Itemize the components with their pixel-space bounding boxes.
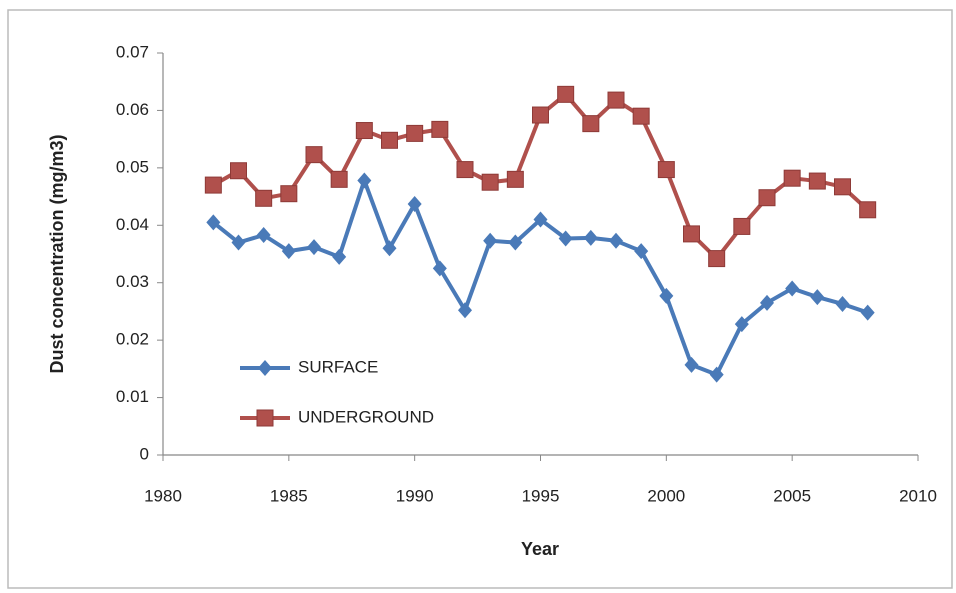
- marker: [456, 161, 474, 179]
- y-tick-label: 0.04: [116, 215, 149, 234]
- x-tick-label: 1995: [522, 486, 560, 505]
- y-tick-label: 0: [140, 444, 149, 463]
- marker: [330, 170, 348, 188]
- y-tick-label: 0.07: [116, 42, 149, 61]
- marker: [558, 230, 573, 247]
- y-axis-title: Dust concentration (mg/m3): [47, 134, 67, 373]
- x-tick-label: 1990: [396, 486, 434, 505]
- marker: [859, 201, 877, 219]
- y-tick-label: 0.01: [116, 387, 149, 406]
- y-tick-label: 0.06: [116, 100, 149, 119]
- marker: [230, 162, 247, 180]
- y-tick-label: 0.03: [116, 272, 149, 291]
- marker: [305, 146, 323, 164]
- x-axis-title: Year: [521, 539, 559, 559]
- marker: [583, 229, 598, 246]
- marker: [834, 178, 851, 196]
- marker: [835, 295, 850, 312]
- marker: [734, 316, 749, 333]
- marker: [508, 234, 523, 251]
- marker: [634, 243, 649, 260]
- marker: [860, 304, 875, 321]
- marker: [683, 225, 700, 243]
- x-tick-label: 1980: [144, 486, 182, 505]
- marker: [281, 243, 296, 260]
- marker: [607, 91, 625, 109]
- marker: [255, 189, 273, 207]
- marker: [657, 161, 675, 179]
- y-tick-label: 0.05: [116, 157, 149, 176]
- marker: [406, 124, 424, 142]
- marker: [357, 172, 372, 189]
- marker: [506, 170, 524, 188]
- legend-label: UNDERGROUND: [298, 407, 434, 426]
- marker: [632, 107, 650, 125]
- marker: [533, 211, 548, 228]
- marker: [483, 232, 498, 249]
- marker: [582, 115, 600, 133]
- x-tick-label: 2010: [899, 486, 937, 505]
- marker: [481, 173, 499, 191]
- marker: [355, 122, 373, 140]
- y-tick-label: 0.02: [116, 330, 149, 349]
- marker: [609, 232, 623, 249]
- marker: [256, 227, 271, 244]
- legend-marker: [256, 409, 274, 427]
- marker: [760, 294, 774, 311]
- marker: [733, 217, 751, 235]
- marker: [532, 106, 549, 124]
- marker: [431, 120, 449, 138]
- marker: [785, 280, 800, 297]
- marker: [432, 260, 447, 277]
- marker: [783, 169, 801, 187]
- marker: [458, 302, 472, 319]
- legend-label: SURFACE: [298, 357, 378, 376]
- marker: [381, 131, 398, 149]
- x-tick-label: 1985: [270, 486, 308, 505]
- marker: [231, 234, 246, 251]
- marker: [307, 239, 321, 256]
- marker: [206, 214, 221, 231]
- marker: [332, 248, 347, 265]
- marker: [758, 189, 776, 207]
- x-tick-label: 2005: [773, 486, 811, 505]
- chart-frame: [7, 9, 953, 589]
- legend-marker: [258, 360, 272, 376]
- marker: [382, 240, 397, 257]
- marker: [708, 250, 726, 268]
- marker: [280, 185, 298, 203]
- marker: [557, 85, 575, 103]
- marker: [810, 289, 825, 306]
- marker: [684, 356, 699, 373]
- marker: [204, 176, 222, 194]
- x-tick-label: 2000: [647, 486, 685, 505]
- marker: [659, 287, 674, 304]
- marker: [407, 196, 422, 213]
- marker: [709, 366, 724, 383]
- marker: [808, 172, 826, 190]
